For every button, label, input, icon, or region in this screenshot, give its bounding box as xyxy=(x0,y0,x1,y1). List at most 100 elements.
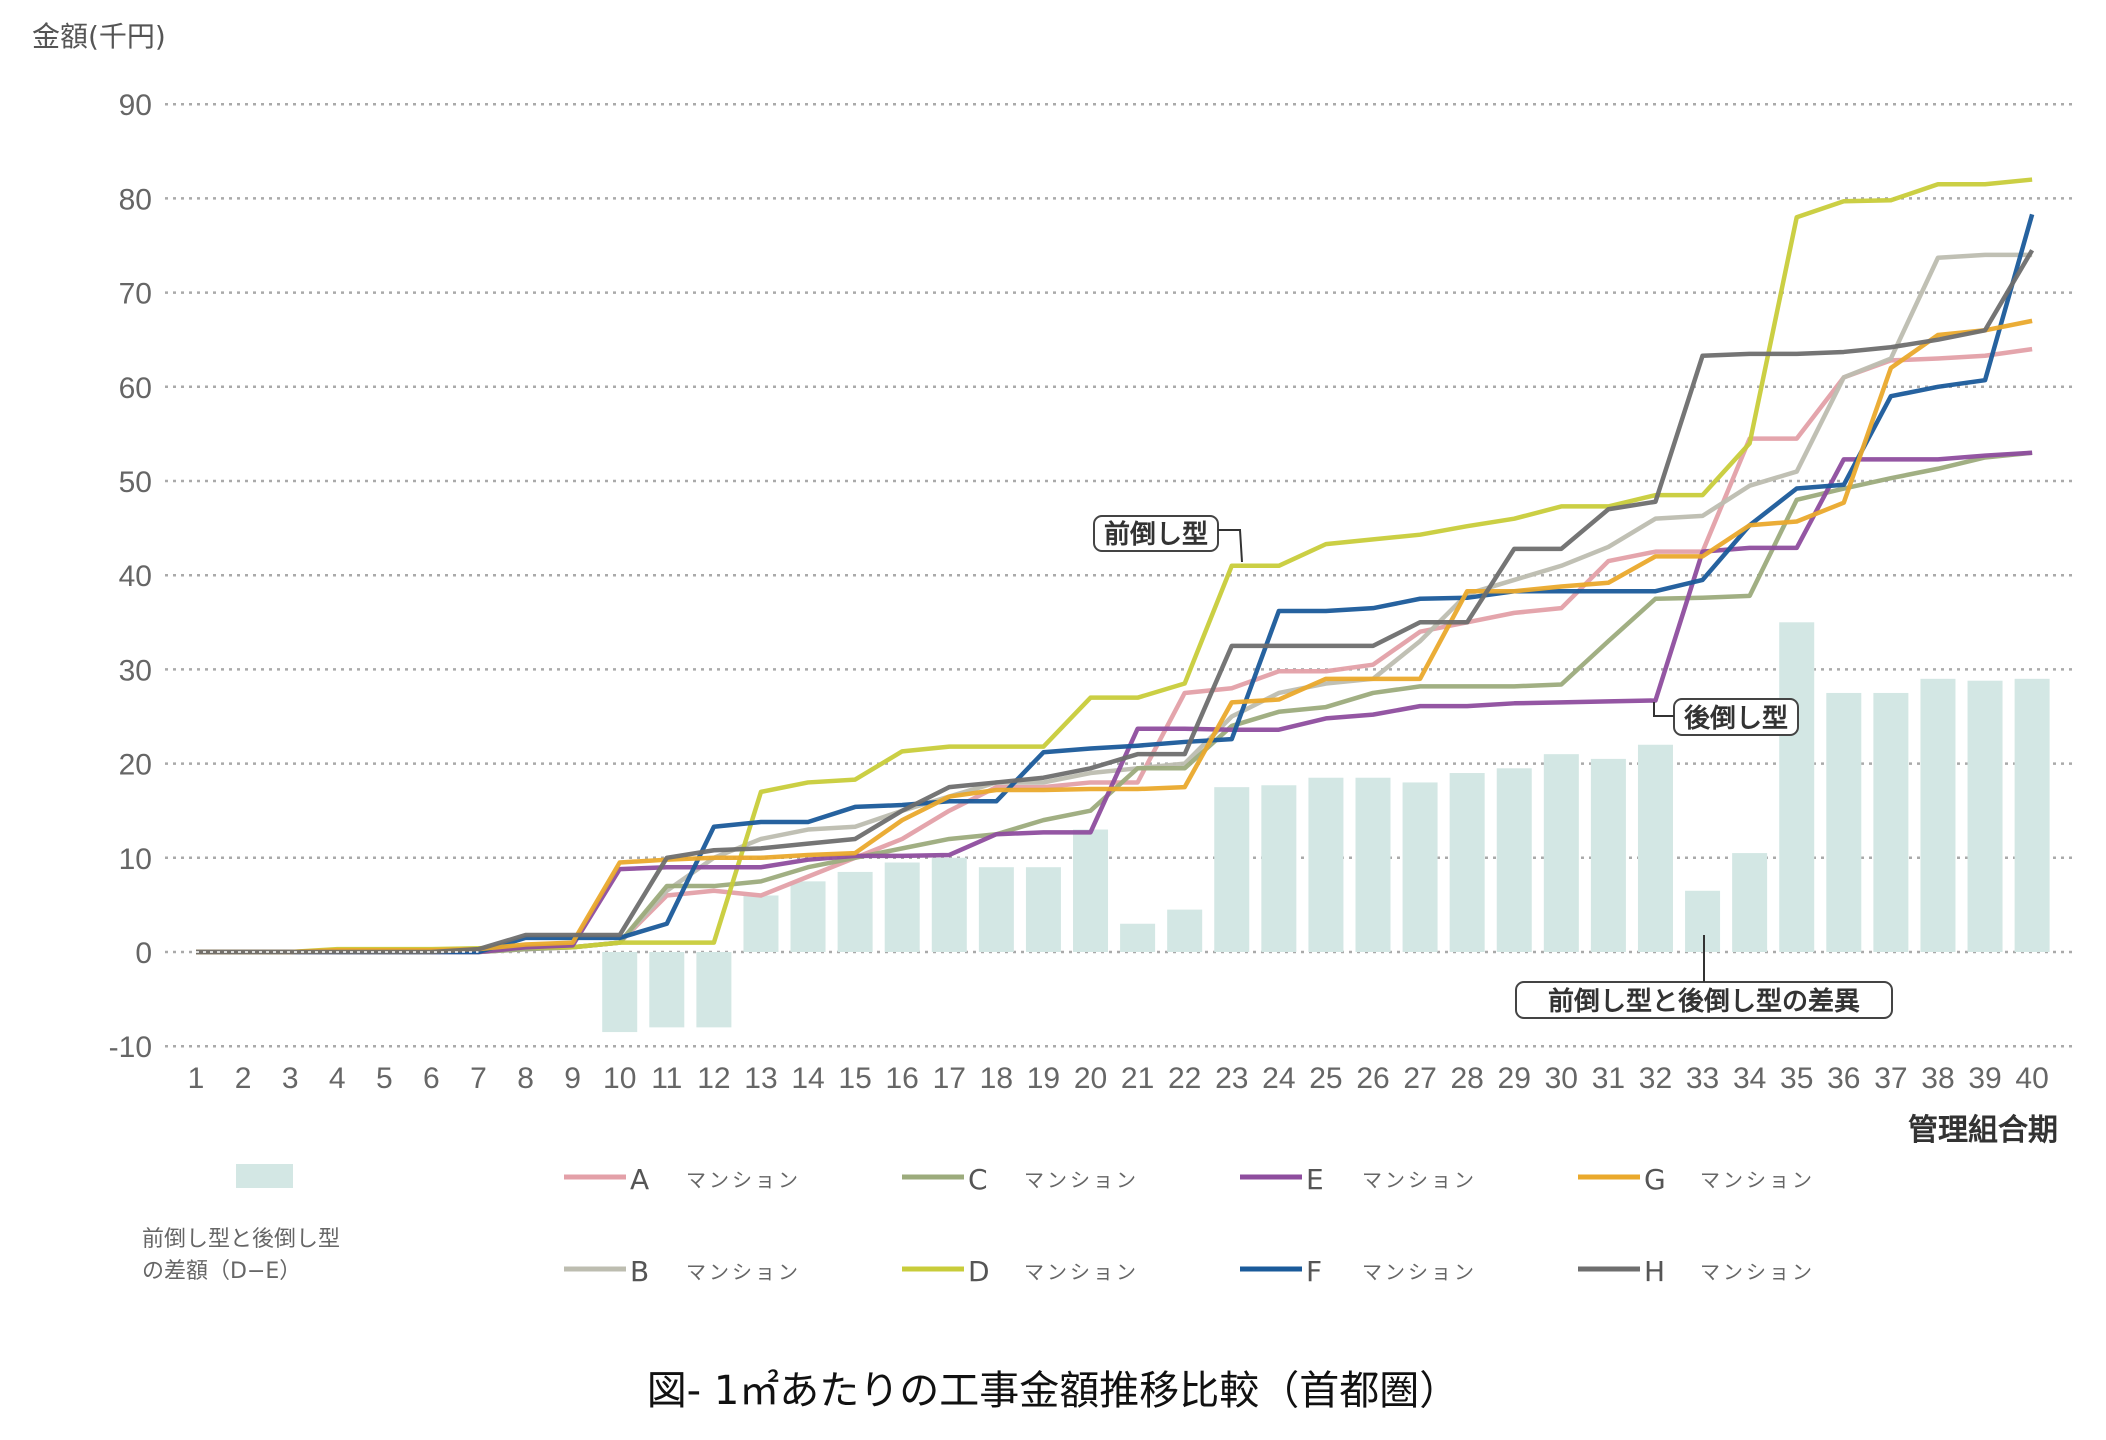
bar-period-16 xyxy=(884,862,920,952)
legend-suffix: マンション xyxy=(1362,1260,1477,1284)
y-tick-label: 30 xyxy=(119,654,152,687)
legend-suffix: マンション xyxy=(1700,1168,1815,1192)
legend-suffix: マンション xyxy=(686,1168,801,1192)
x-tick-label: 33 xyxy=(1686,1062,1719,1095)
x-tick-label: 27 xyxy=(1403,1062,1436,1095)
bar-period-33 xyxy=(1685,890,1721,952)
x-tick-label: 5 xyxy=(376,1062,393,1095)
x-tick-label: 24 xyxy=(1262,1062,1295,1095)
bar-period-30 xyxy=(1543,754,1579,952)
annotation-front-loaded: 前倒し型 xyxy=(1093,515,1243,563)
legend-bar-swatch xyxy=(236,1164,293,1188)
bar-period-37 xyxy=(1873,692,1909,952)
bar-period-12 xyxy=(696,952,732,1028)
x-tick-label: 37 xyxy=(1874,1062,1907,1095)
legend-label: F xyxy=(1306,1255,1322,1288)
series-line-H xyxy=(196,249,2035,955)
x-tick-label: 39 xyxy=(1968,1062,2001,1095)
legend-item-G: G マンション xyxy=(1578,1163,1815,1196)
y-tick-label: 40 xyxy=(119,560,152,593)
legend-suffix: マンション xyxy=(686,1260,801,1284)
legend-suffix: マンション xyxy=(1362,1168,1477,1192)
legend-label: B xyxy=(630,1255,649,1288)
series-line-B xyxy=(196,252,2033,955)
bar-period-15 xyxy=(837,871,873,952)
annotation-difference: 前倒し型と後倒し型の差異 xyxy=(1515,935,1893,1019)
x-tick-label: 14 xyxy=(791,1062,824,1095)
x-tick-label: 25 xyxy=(1309,1062,1342,1095)
y-tick-label: 50 xyxy=(119,466,152,499)
bar-period-26 xyxy=(1355,777,1391,952)
y-tick-label: 10 xyxy=(119,843,152,876)
x-tick-label: 40 xyxy=(2015,1062,2048,1095)
x-tick-label: 16 xyxy=(886,1062,919,1095)
legend-item-H: H マンション xyxy=(1578,1255,1815,1288)
legend-label: D xyxy=(968,1255,990,1288)
bar-period-19 xyxy=(1025,867,1061,952)
x-tick-label: 2 xyxy=(235,1062,252,1095)
bar-period-27 xyxy=(1402,782,1438,952)
bar-period-14 xyxy=(790,881,826,952)
y-tick-label: 60 xyxy=(119,372,152,405)
x-tick-label: 7 xyxy=(470,1062,487,1095)
legend-suffix: マンション xyxy=(1024,1168,1139,1192)
x-axis-label: 管理組合期 xyxy=(1908,1113,2058,1148)
legend-label: C xyxy=(968,1163,988,1196)
x-tick-label: 38 xyxy=(1921,1062,1954,1095)
difference-bars xyxy=(602,622,2050,1033)
y-tick-label: 70 xyxy=(119,278,152,311)
chart-title: 図‐ 1㎡あたりの工事金額推移比較（首都圏） xyxy=(647,1368,1460,1414)
svg-text:前倒し型と後倒し型の差異: 前倒し型と後倒し型の差異 xyxy=(1548,986,1860,1017)
legend-label: E xyxy=(1306,1163,1324,1196)
x-tick-label: 18 xyxy=(980,1062,1013,1095)
legend-item-B: B マンション xyxy=(564,1255,801,1288)
svg-text:前倒し型: 前倒し型 xyxy=(1104,519,1208,550)
x-tick-label: 11 xyxy=(651,1062,682,1095)
bar-period-36 xyxy=(1826,692,1862,952)
legend-label: A xyxy=(630,1163,649,1196)
x-tick-label: 21 xyxy=(1121,1062,1154,1095)
y-tick-label: -10 xyxy=(109,1031,152,1064)
x-tick-label: 28 xyxy=(1450,1062,1483,1095)
bar-period-25 xyxy=(1308,777,1344,952)
x-tick-label: 13 xyxy=(744,1062,777,1095)
legend: 前倒し型と後倒し型 の差額（D−E） A マンション C マンション E マンション G マン… xyxy=(142,1163,1815,1288)
legend-item-C: C マンション xyxy=(902,1163,1139,1196)
svg-text:後倒し型: 後倒し型 xyxy=(1684,703,1788,734)
legend-bar-label-2: の差額（D−E） xyxy=(142,1259,301,1284)
x-tick-label: 9 xyxy=(564,1062,581,1095)
y-tick-label: 90 xyxy=(119,89,152,122)
x-tick-labels: 1 2 3 4 5 6 7 8 9 10 11 12 13 14 15 16 17 18 19 20 21 22 23 24 2… xyxy=(188,1062,2049,1095)
x-tick-label: 4 xyxy=(329,1062,346,1095)
y-axis-label: 金額(千円) xyxy=(32,20,166,53)
x-tick-label: 15 xyxy=(838,1062,871,1095)
series-line-D xyxy=(196,177,2033,955)
bar-period-23 xyxy=(1214,787,1250,952)
y-tick-labels: 90 80 70 60 50 40 30 20 10 0 -10 xyxy=(109,89,152,1064)
bar-period-17 xyxy=(931,857,967,952)
series-line-G xyxy=(196,318,2033,955)
x-tick-label: 35 xyxy=(1780,1062,1813,1095)
x-tick-label: 22 xyxy=(1168,1062,1201,1095)
bar-period-32 xyxy=(1637,744,1673,952)
x-tick-label: 36 xyxy=(1827,1062,1860,1095)
legend-suffix: マンション xyxy=(1700,1260,1815,1284)
x-tick-label: 23 xyxy=(1215,1062,1248,1095)
bar-period-38 xyxy=(1920,678,1956,952)
bar-period-22 xyxy=(1167,909,1203,952)
x-tick-label: 8 xyxy=(517,1062,534,1095)
x-tick-label: 1 xyxy=(188,1062,205,1095)
bar-period-35 xyxy=(1779,622,1815,952)
x-tick-label: 31 xyxy=(1592,1062,1625,1095)
bar-period-10 xyxy=(602,952,638,1033)
x-tick-label: 30 xyxy=(1545,1062,1578,1095)
legend-label: G xyxy=(1644,1163,1666,1196)
bar-period-20 xyxy=(1073,829,1109,952)
bar-period-34 xyxy=(1732,853,1768,952)
bar-period-21 xyxy=(1120,923,1156,952)
bar-period-31 xyxy=(1590,758,1626,952)
y-tick-label: 80 xyxy=(119,183,152,216)
x-tick-label: 20 xyxy=(1074,1062,1107,1095)
x-tick-label: 29 xyxy=(1498,1062,1531,1095)
